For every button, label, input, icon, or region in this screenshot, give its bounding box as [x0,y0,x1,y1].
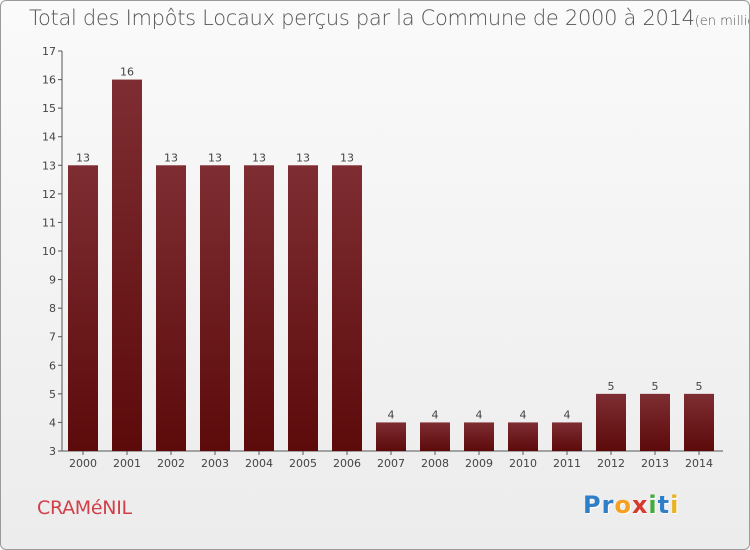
y-tick-label: 13 [42,159,56,172]
data-label: 4 [388,408,395,421]
x-tick-label: 2003 [201,457,229,470]
data-label: 4 [432,408,439,421]
bar [640,393,670,451]
bar [288,165,318,452]
y-tick-label: 7 [49,331,56,344]
bar [200,165,230,452]
x-tick-label: 2008 [421,457,449,470]
data-labels: 13 16 13 13 13 13 13 4 4 4 4 4 5 5 5 [76,66,703,422]
proxiti-logo: Proxiti [583,491,679,519]
data-label: 5 [696,380,703,393]
logo-letter: r [601,491,615,519]
bars [68,79,714,452]
data-label: 16 [120,66,134,79]
y-tick-label: 17 [42,45,56,58]
x-tick-label: 2006 [333,457,361,470]
bar [332,165,362,452]
x-tick-label: 2004 [245,457,273,470]
x-tick-label: 2012 [597,457,625,470]
chart-title: Total des Impôts Locaux perçus par la Co… [29,6,749,30]
data-label: 13 [208,151,222,164]
title-text: Total des Impôts Locaux perçus par la Co… [29,6,695,30]
y-tick-label: 9 [49,274,56,287]
bar [68,165,98,452]
y-tick-label: 8 [49,302,56,315]
x-tick-label: 2014 [685,457,713,470]
data-label: 13 [340,151,354,164]
x-tick-label: 2010 [509,457,537,470]
x-tick-label: 2001 [113,457,141,470]
x-tick-label: 2009 [465,457,493,470]
data-label: 4 [520,408,527,421]
bar [596,393,626,451]
y-tick-label: 15 [42,102,56,115]
logo-letter: t [657,491,671,519]
y-tick-label: 5 [49,388,56,401]
x-tick-label: 2007 [377,457,405,470]
data-label: 4 [476,408,483,421]
y-tick-label: 12 [42,188,56,201]
x-tick-label: 2013 [641,457,669,470]
y-tick-label: 14 [42,131,56,144]
bar [244,165,274,452]
x-tick-label: 2005 [289,457,317,470]
x-tick-label: 2000 [69,457,97,470]
y-tick-label: 4 [49,416,56,429]
bar [684,393,714,451]
logo-letter: x [631,491,649,519]
bar [112,79,142,452]
bar [508,422,538,451]
bar [552,422,582,451]
bar [376,422,406,451]
logo-letter: i [648,491,658,519]
data-label: 5 [608,380,615,393]
logo-letter: P [583,491,602,519]
bar [156,165,186,452]
data-label: 13 [252,151,266,164]
data-label: 4 [564,408,571,421]
data-label: 13 [76,151,90,164]
axes: 3 4 5 6 7 8 9 10 11 12 13 14 15 16 17 2000 2001 2002 2003 2… [42,45,723,470]
data-label: 13 [164,151,178,164]
logo-letter: i [670,491,680,519]
data-label: 5 [652,380,659,393]
y-tick-label: 6 [49,359,56,372]
title-unit: (en milliers d'€) [694,14,749,29]
bar [420,422,450,451]
y-tick-label: 11 [42,216,56,229]
y-tick-label: 16 [42,74,56,87]
logo-letter: o [614,491,632,519]
y-tick-label: 10 [42,245,56,258]
x-tick-label: 2002 [157,457,185,470]
x-tick-label: 2011 [553,457,581,470]
commune-name: CRAMéNIL [37,497,132,519]
bar [464,422,494,451]
y-tick-label: 3 [49,445,56,458]
data-label: 13 [296,151,310,164]
